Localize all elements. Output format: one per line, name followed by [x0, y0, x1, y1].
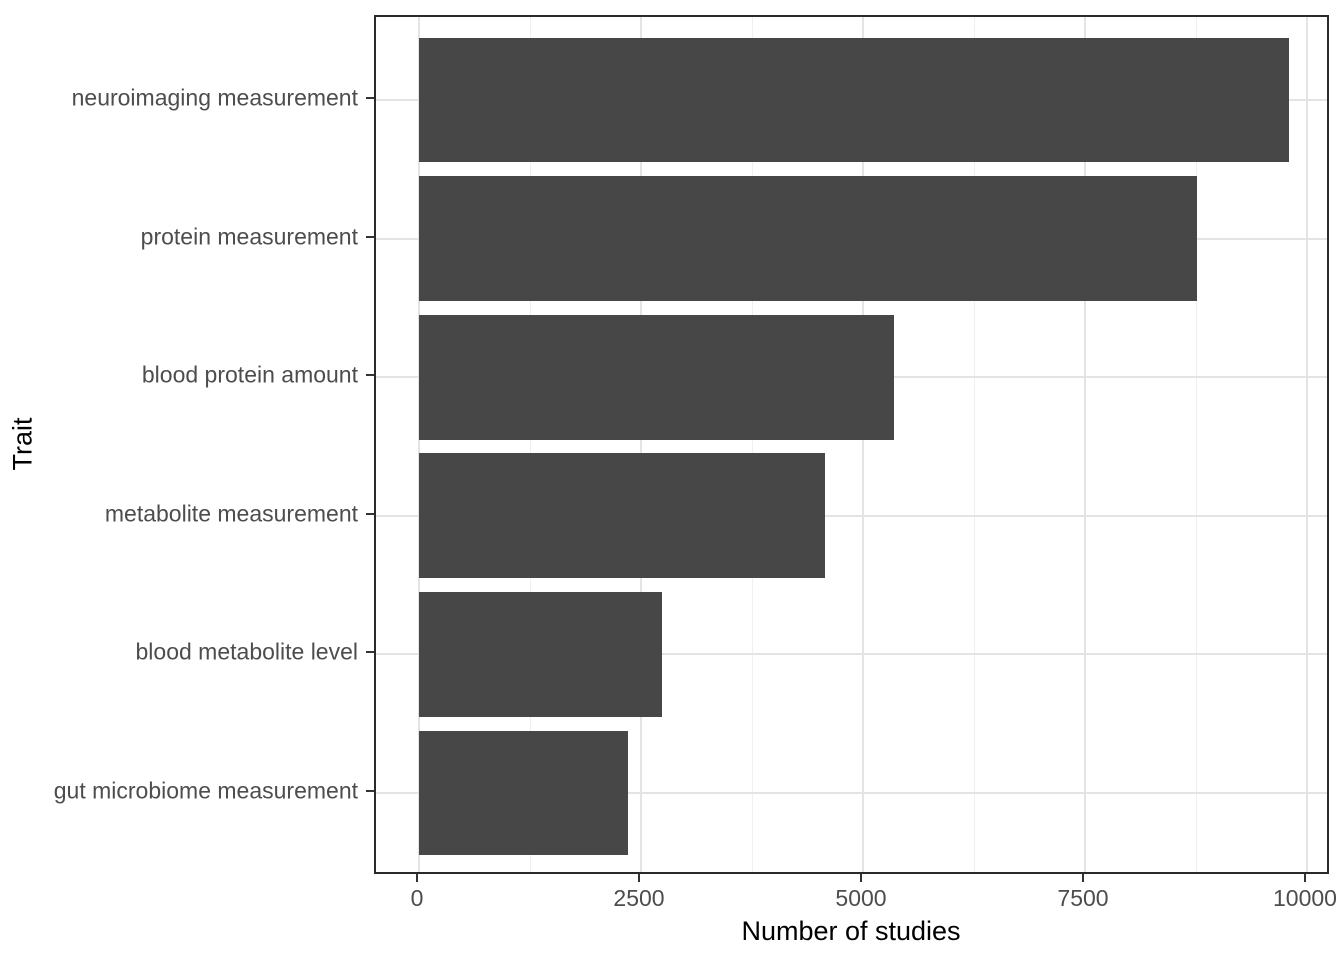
bar-blood-metabolite-level: [419, 591, 663, 717]
gridline-x-major: [1084, 17, 1086, 872]
x-tick-label: 10000: [1273, 885, 1337, 911]
x-tick-label: 2500: [613, 885, 665, 911]
bar-gut-microbiome-measurement: [419, 730, 628, 856]
y-tick-mark: [366, 235, 374, 238]
y-tick-mark: [366, 512, 374, 515]
x-tick-mark: [1082, 874, 1084, 882]
gridline-y-major: [376, 514, 1327, 517]
x-tick-mark: [1304, 874, 1306, 882]
bar-metabolite-measurement: [419, 453, 825, 579]
x-axis-title: Number of studies: [741, 916, 961, 946]
y-tick-mark: [366, 97, 374, 100]
y-tick-mark: [366, 374, 374, 377]
y-tick-label: gut microbiome measurement: [53, 777, 358, 804]
gridline-y-major: [376, 653, 1327, 656]
gridline-x-major: [1306, 17, 1308, 872]
y-tick-label: metabolite measurement: [104, 500, 358, 527]
y-tick-mark: [366, 789, 374, 792]
bar-blood-protein-amount: [419, 314, 895, 440]
gridline-x-minor: [529, 17, 531, 872]
bar-protein-measurement: [419, 176, 1197, 302]
x-tick-mark: [638, 874, 640, 882]
y-tick-label: blood metabolite level: [135, 638, 358, 665]
gridline-x-minor: [1195, 17, 1197, 872]
gridline-y-major: [376, 791, 1327, 794]
gridline-x-major: [862, 17, 864, 872]
gridline-x-minor: [751, 17, 753, 872]
x-tick-label: 7500: [1057, 885, 1109, 911]
y-axis-title: Trait: [7, 417, 38, 471]
x-tick-label: 0: [410, 885, 424, 911]
x-tick-label: 5000: [835, 885, 887, 911]
gridline-x-minor: [973, 17, 975, 872]
y-tick-label: protein measurement: [140, 223, 358, 250]
y-tick-label: neuroimaging measurement: [71, 84, 358, 111]
x-tick-mark: [416, 874, 418, 882]
y-tick-mark: [366, 651, 374, 654]
x-tick-mark: [860, 874, 862, 882]
gridline-x-major: [418, 17, 420, 872]
y-tick-label: blood protein amount: [141, 361, 358, 388]
gridline-x-major: [640, 17, 642, 872]
plot-panel: [374, 15, 1329, 874]
bar-neuroimaging-measurement: [419, 37, 1290, 163]
